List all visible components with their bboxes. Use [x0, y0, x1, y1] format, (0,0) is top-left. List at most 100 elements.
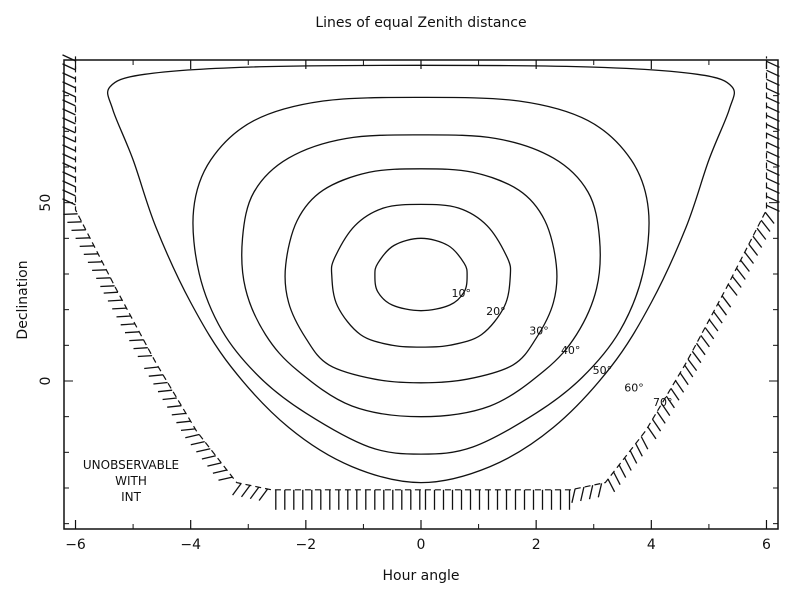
contour-line	[374, 237, 468, 312]
contour-line	[107, 64, 735, 484]
hatch-mark	[62, 63, 76, 71]
hatch-mark	[201, 455, 216, 460]
hatch-mark	[766, 132, 780, 140]
hatch-mark	[162, 397, 177, 401]
contour-line	[241, 134, 601, 418]
hatch-mark	[613, 471, 621, 485]
unobservable-annotation: UNOBSERVABLE WITH INT	[83, 458, 179, 504]
hatch-mark	[107, 299, 123, 302]
hatch-mark	[647, 426, 657, 440]
hatch-mark	[100, 285, 115, 288]
hatch-mark	[766, 159, 780, 167]
contour-line	[330, 203, 512, 348]
hatch-mark	[597, 483, 603, 498]
hatch-mark	[704, 327, 715, 340]
hatch-mark	[766, 204, 780, 212]
hatch-mark	[727, 283, 738, 296]
hatch-mark	[665, 395, 675, 409]
hatch-mark	[752, 235, 763, 248]
hatch-mark	[62, 162, 76, 170]
hatch-mark	[661, 403, 671, 416]
hatch-mark	[62, 144, 76, 152]
hatch-mark	[67, 221, 82, 224]
contour-line	[284, 168, 558, 384]
hatch-mark	[83, 253, 99, 256]
hatch-mark	[62, 126, 76, 134]
chart-title: Lines of equal Zenith distance	[315, 15, 526, 31]
zenith-contours	[74, 56, 768, 491]
hatch-mark	[167, 405, 182, 408]
annotation-line-3: INT	[121, 490, 142, 504]
hatch-mark	[766, 150, 780, 158]
hatch-mark	[766, 105, 780, 113]
contour-line	[192, 96, 650, 455]
hatch-mark	[103, 291, 119, 294]
hatch-mark	[607, 478, 616, 493]
hatch-mark	[190, 440, 205, 446]
x-tick-label: −6	[65, 537, 86, 553]
hatch-mark	[196, 448, 211, 453]
x-tick-label: 0	[417, 537, 426, 553]
hatch-mark	[764, 211, 775, 224]
hatch-mark	[766, 186, 780, 194]
y-axis-label: Declination	[15, 260, 31, 339]
contour-label: 50°	[593, 364, 613, 377]
hatch-mark	[656, 411, 666, 424]
x-tick-label: 4	[647, 537, 656, 553]
annotation-line-2: WITH	[115, 474, 147, 488]
hatch-mark	[766, 177, 780, 185]
contour-label: 20°	[486, 305, 506, 318]
hatch-mark	[651, 418, 662, 432]
hatch-mark	[92, 269, 107, 272]
hatch-mark	[766, 78, 780, 86]
x-tick-label: −4	[180, 537, 201, 553]
hatch-mark	[735, 267, 746, 280]
hatch-mark	[62, 153, 76, 161]
hatch-mark	[679, 372, 689, 386]
hatch-mark	[218, 476, 233, 481]
hatch-mark	[756, 227, 767, 240]
hatch-mark	[760, 219, 771, 232]
hatch-mark	[618, 464, 627, 478]
hatch-mark	[129, 339, 144, 342]
hatch-mark	[133, 347, 148, 350]
x-tick-label: −2	[296, 537, 317, 553]
contour-label: 40°	[561, 344, 581, 357]
hatch-mark	[96, 277, 111, 280]
hatch-mark	[62, 108, 76, 116]
hatch-mark	[180, 428, 196, 432]
hatch-mark	[687, 358, 698, 371]
y-tick-label: 50	[38, 194, 54, 212]
hatch-mark	[766, 96, 780, 104]
hatch-mark	[185, 433, 200, 439]
hatch-mark	[748, 243, 759, 256]
hatch-mark	[766, 69, 780, 77]
hatch-mark	[124, 331, 140, 334]
x-tick-label: 6	[762, 537, 771, 553]
hatch-mark	[62, 117, 76, 125]
hatch-mark	[120, 323, 136, 326]
hatch-mark	[670, 388, 680, 401]
hatch-mark	[691, 350, 702, 364]
hatch-mark	[766, 60, 780, 68]
y-tick-label: 0	[38, 377, 54, 386]
hatch-mark	[87, 261, 103, 264]
hatch-mark	[212, 469, 228, 474]
hatch-mark	[640, 436, 649, 450]
hatch-mark	[744, 251, 755, 264]
hatch-mark	[62, 72, 76, 80]
hatch-mark	[629, 450, 638, 464]
hatch-mark	[157, 389, 173, 393]
hatch-mark	[249, 486, 260, 500]
hatch-mark	[62, 135, 76, 143]
contour-label: 70°	[653, 396, 673, 409]
hatch-mark	[624, 457, 632, 471]
hatch-mark	[71, 229, 86, 232]
hatch-mark	[713, 311, 723, 324]
hatch-mark	[62, 189, 76, 197]
contour-label: 60°	[624, 382, 644, 395]
x-tick-label: 2	[532, 537, 541, 553]
telescope-limit-boundary	[74, 56, 768, 491]
x-axis-label: Hour angle	[382, 568, 459, 584]
